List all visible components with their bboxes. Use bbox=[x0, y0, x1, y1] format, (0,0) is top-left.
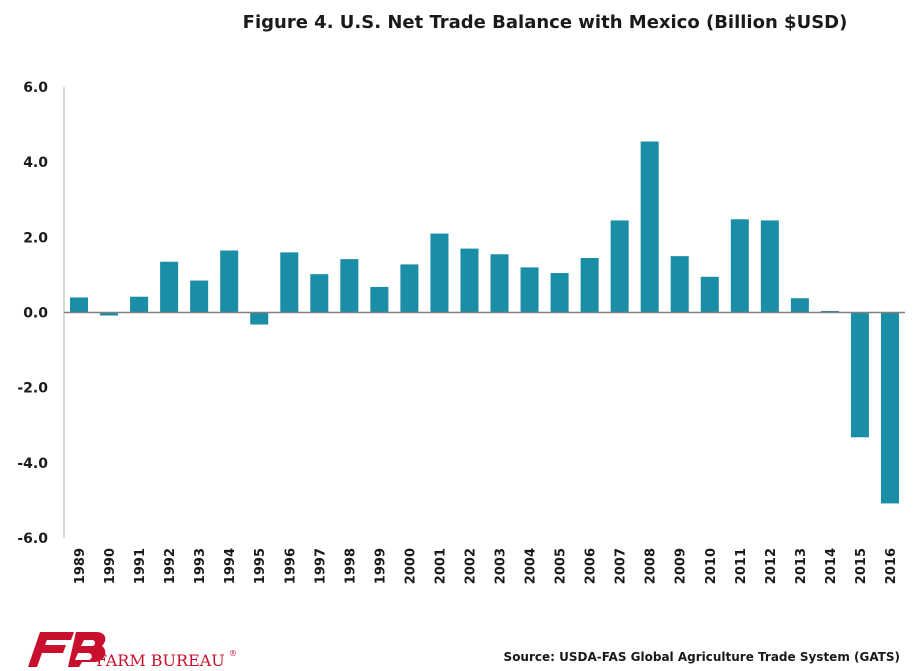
x-tick-label: 2003 bbox=[494, 548, 509, 584]
farm-bureau-logo: FARM BUREAU ® bbox=[28, 632, 237, 670]
x-tick-label: 1991 bbox=[133, 548, 148, 584]
x-tick-label: 1998 bbox=[343, 548, 358, 584]
x-tick-label: 2016 bbox=[884, 548, 899, 584]
x-tick-label: 2012 bbox=[764, 548, 779, 584]
x-tick-label: 2014 bbox=[824, 548, 839, 584]
x-tick-label: 2000 bbox=[403, 548, 418, 584]
x-tick-label: 2008 bbox=[644, 548, 659, 584]
bar-2006 bbox=[580, 258, 599, 313]
y-tick-label: 2.0 bbox=[23, 230, 48, 246]
brand-name: FARM BUREAU bbox=[96, 651, 225, 670]
x-tick-label: 2002 bbox=[463, 548, 478, 584]
bar-1996 bbox=[280, 252, 299, 313]
bar-1999 bbox=[370, 286, 389, 313]
y-tick-label: -2.0 bbox=[17, 381, 48, 397]
logo-mark-f bbox=[28, 632, 74, 667]
bar-2013 bbox=[790, 298, 809, 313]
bar-2004 bbox=[520, 267, 539, 313]
bar-2005 bbox=[550, 273, 569, 313]
bar-1998 bbox=[340, 259, 359, 313]
bar-1997 bbox=[310, 274, 329, 313]
bar-1990 bbox=[100, 312, 119, 316]
x-tick-label: 1989 bbox=[73, 548, 88, 584]
y-tick-label: 0.0 bbox=[23, 306, 48, 322]
x-tick-label: 1992 bbox=[163, 548, 178, 584]
bar-2011 bbox=[730, 219, 749, 313]
x-tick-label: 2007 bbox=[614, 548, 629, 584]
bar-1995 bbox=[250, 312, 269, 325]
x-tick-label: 1997 bbox=[313, 548, 328, 584]
x-tick-label: 1996 bbox=[283, 548, 298, 584]
x-tick-label: 2009 bbox=[674, 548, 689, 584]
bar-2014 bbox=[820, 310, 839, 313]
bar-2002 bbox=[460, 248, 479, 313]
x-tick-label: 1999 bbox=[373, 548, 388, 584]
x-axis-ticks: 1989 1990 1991 1992 1993 1994 1995 1996 1997 1998… bbox=[73, 548, 899, 584]
bar-1992 bbox=[160, 261, 179, 313]
y-axis-ticks: 6.0 4.0 2.0 0.0 -2.0 -4.0 -6.0 bbox=[17, 80, 48, 547]
brand-registered-mark: ® bbox=[229, 649, 237, 658]
bar-2000 bbox=[400, 264, 419, 313]
y-tick-label: 4.0 bbox=[23, 155, 48, 171]
x-tick-label: 2013 bbox=[794, 548, 809, 584]
bar-2008 bbox=[640, 141, 659, 313]
y-tick-label: 6.0 bbox=[23, 80, 48, 96]
x-tick-label: 1993 bbox=[193, 548, 208, 584]
x-tick-label: 1994 bbox=[223, 548, 238, 584]
x-tick-label: 1990 bbox=[103, 548, 118, 584]
chart-title: Figure 4. U.S. Net Trade Balance with Me… bbox=[243, 12, 848, 33]
bar-2016 bbox=[880, 312, 899, 504]
bar-2015 bbox=[850, 312, 869, 438]
logo-mark-b bbox=[68, 632, 106, 667]
bar-1993 bbox=[190, 280, 209, 313]
x-tick-label: 2010 bbox=[704, 548, 719, 584]
x-tick-label: 2015 bbox=[854, 548, 869, 584]
bars bbox=[70, 141, 899, 504]
x-tick-label: 2004 bbox=[524, 548, 539, 584]
bar-2010 bbox=[700, 276, 719, 313]
bar-2007 bbox=[610, 220, 629, 313]
y-tick-label: -6.0 bbox=[17, 531, 48, 547]
bar-2001 bbox=[430, 233, 449, 313]
bar-1994 bbox=[220, 250, 239, 313]
y-tick-label: -4.0 bbox=[17, 456, 48, 472]
source-note: Source: USDA-FAS Global Agriculture Trad… bbox=[504, 650, 900, 664]
x-tick-label: 1995 bbox=[253, 548, 268, 584]
bar-1991 bbox=[130, 296, 149, 313]
bar-2003 bbox=[490, 254, 509, 313]
x-tick-label: 2006 bbox=[584, 548, 599, 584]
bar-1989 bbox=[70, 297, 89, 313]
bar-2009 bbox=[670, 256, 689, 313]
bar-2012 bbox=[760, 220, 779, 313]
x-tick-label: 2011 bbox=[734, 548, 749, 584]
x-tick-label: 2005 bbox=[554, 548, 569, 584]
x-tick-label: 2001 bbox=[433, 548, 448, 584]
